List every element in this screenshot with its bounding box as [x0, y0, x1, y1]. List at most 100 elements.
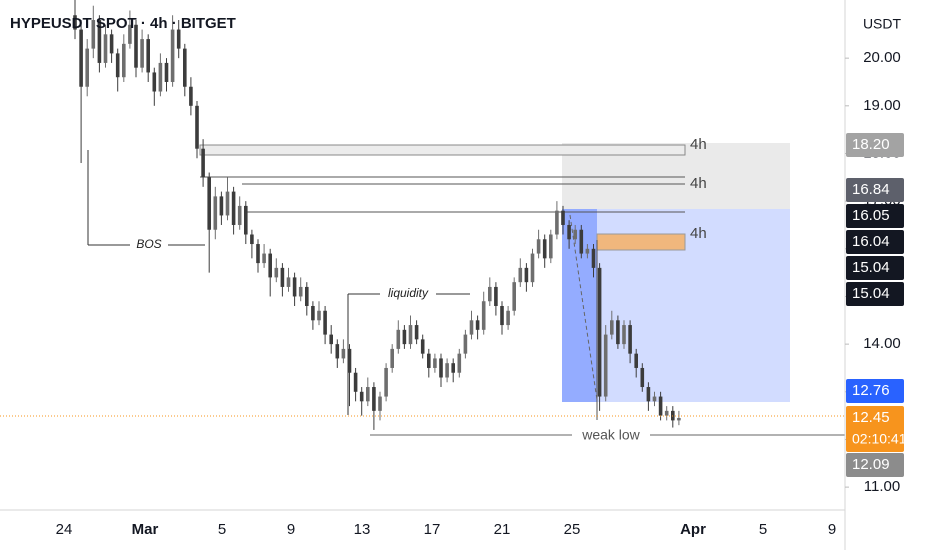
- candle-body: [225, 191, 230, 216]
- candle-body: [622, 325, 626, 345]
- price-badge: [846, 133, 904, 157]
- candle-body: [439, 358, 443, 378]
- candle-body: [579, 229, 584, 254]
- candle-body: [140, 39, 144, 68]
- x-axis: 24 Mar 5 9 13 17 21 25 Apr 5 9: [56, 521, 837, 538]
- candle-body: [634, 353, 638, 368]
- candles: [73, 0, 681, 430]
- candle-body: [677, 418, 681, 421]
- candle-body: [237, 205, 242, 225]
- candle-body: [585, 248, 590, 254]
- candle-body: [280, 267, 285, 287]
- annotation: 4h: [690, 136, 707, 153]
- candle-body: [274, 267, 279, 278]
- candle-body: [207, 177, 211, 230]
- candle-body: [341, 348, 346, 359]
- candle-body: [567, 224, 571, 240]
- candle-body: [640, 367, 645, 388]
- candle-body: [244, 205, 248, 235]
- candle-body: [146, 39, 150, 73]
- y-tick-label: 20.00: [863, 49, 901, 66]
- candle-body: [323, 310, 327, 335]
- price-badge: [846, 379, 904, 403]
- candle-body: [494, 286, 498, 306]
- candle-body: [128, 24, 132, 44]
- candle-body: [390, 348, 394, 368]
- candle-body: [268, 253, 272, 278]
- price-badge: [846, 230, 904, 254]
- candle-body: [591, 248, 596, 268]
- candle-body: [158, 62, 163, 92]
- candle-body: [488, 286, 492, 302]
- price-badge-label: 15.04: [852, 285, 890, 302]
- price-badge-label: 16.05: [852, 207, 890, 224]
- candle-body: [176, 29, 181, 49]
- annotation: BOS: [136, 237, 161, 251]
- x-tick-label: 5: [218, 521, 226, 538]
- x-tick-label: 13: [354, 521, 371, 538]
- candle-body: [91, 20, 96, 49]
- price-badge-label: 16.04: [852, 233, 890, 250]
- candle-body: [396, 329, 401, 349]
- candle-body: [329, 334, 333, 345]
- price-badge-label: 12.76: [852, 382, 890, 399]
- x-tick-label: 17: [424, 521, 441, 538]
- candle-body: [664, 410, 669, 416]
- price-badge: [846, 406, 904, 452]
- candle-body: [542, 239, 547, 259]
- candle-body: [359, 391, 364, 402]
- candle-body: [286, 277, 291, 287]
- candle-body: [457, 353, 462, 373]
- candle-body: [536, 239, 541, 254]
- price-badge-label: 12.45: [852, 409, 890, 426]
- candle-body: [512, 282, 516, 311]
- candle-body: [353, 372, 358, 392]
- candle-body: [402, 329, 407, 345]
- price-badge: [846, 204, 904, 228]
- candle-body: [183, 48, 187, 87]
- annotation: weak low: [581, 427, 640, 443]
- candle-body: [103, 34, 108, 63]
- price-badge-label: 15.04: [852, 259, 890, 276]
- x-tick-label: 9: [828, 521, 836, 538]
- price-badge-label: 12.09: [852, 456, 890, 473]
- candle-body: [134, 24, 138, 68]
- candle-body: [610, 320, 614, 335]
- candle-body: [298, 286, 303, 297]
- candle-body: [524, 267, 529, 283]
- candle-body: [85, 48, 89, 87]
- candle-body: [603, 334, 608, 397]
- candle-body: [530, 253, 535, 283]
- y-tick-label: 11.00: [864, 478, 900, 495]
- candle-body: [573, 229, 577, 240]
- drawings: [87, 143, 845, 436]
- price-badge: [846, 178, 904, 202]
- candle-body: [366, 387, 370, 402]
- candle-body: [408, 325, 413, 345]
- candle-body: [463, 334, 468, 354]
- orange-block: [596, 233, 686, 251]
- price-badge-label: 16.84: [852, 181, 890, 198]
- candle-body: [500, 306, 504, 326]
- x-tick-label: 9: [287, 521, 295, 538]
- candle-body: [347, 348, 352, 373]
- candle-body: [658, 396, 663, 416]
- price-badge: [846, 256, 904, 280]
- candle-body: [109, 34, 114, 54]
- dashed-path: [569, 214, 598, 401]
- grey-block: [199, 144, 686, 156]
- candle-body: [652, 396, 657, 402]
- candle-body: [115, 53, 120, 78]
- annotation: liquidity: [388, 286, 429, 300]
- candle-body: [256, 244, 260, 264]
- x-tick-label: 21: [494, 521, 511, 538]
- candle-body: [79, 29, 83, 87]
- candle-body: [597, 267, 602, 397]
- candle-body: [262, 253, 266, 264]
- candle-body: [469, 320, 474, 335]
- candle-body: [201, 148, 205, 178]
- candle-body: [317, 310, 321, 321]
- candle-body: [250, 234, 254, 245]
